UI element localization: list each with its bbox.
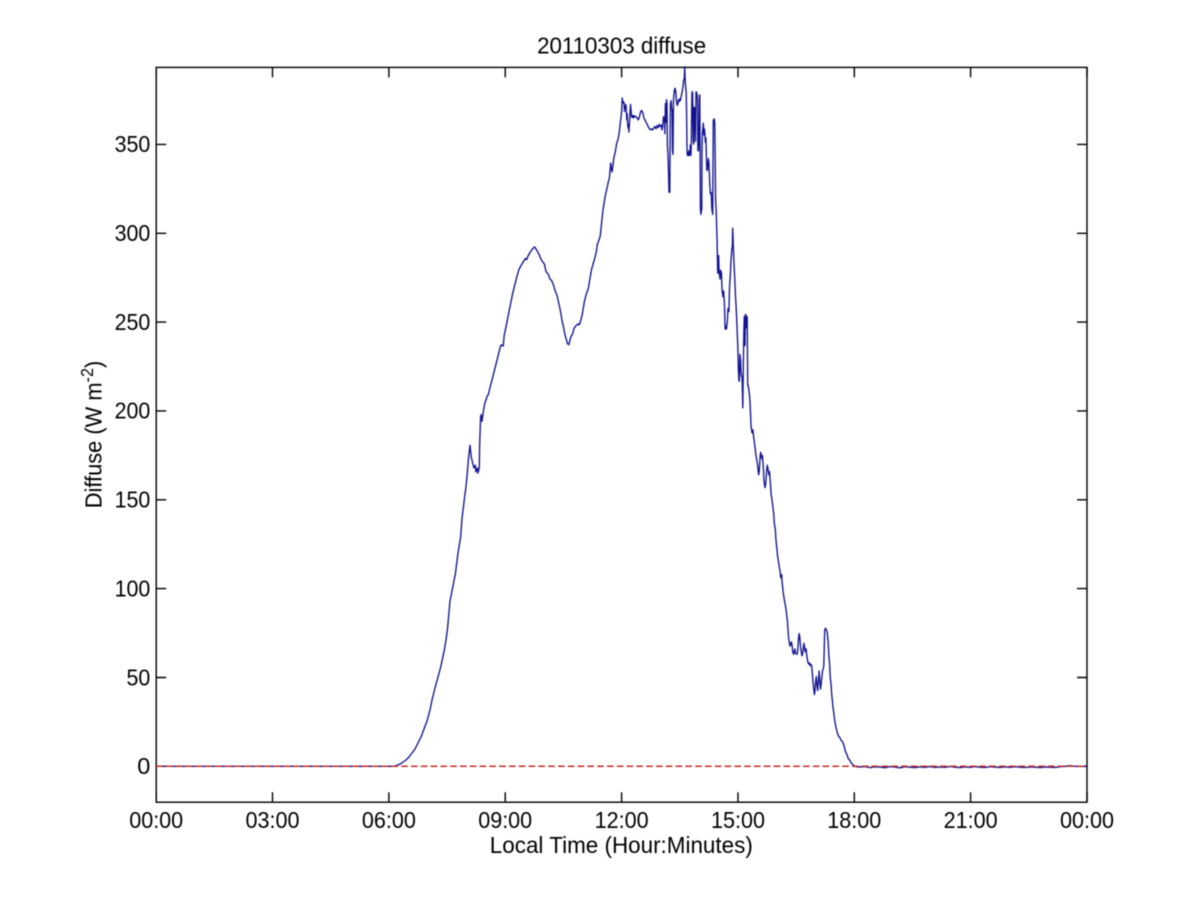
svg-text:200: 200 bbox=[115, 398, 151, 424]
svg-text:Local Time (Hour:Minutes): Local Time (Hour:Minutes) bbox=[490, 832, 753, 858]
svg-text:350: 350 bbox=[115, 131, 151, 157]
svg-text:06:00: 06:00 bbox=[362, 807, 416, 833]
svg-text:00:00: 00:00 bbox=[1060, 807, 1114, 833]
svg-text:00:00: 00:00 bbox=[129, 807, 183, 833]
svg-text:Diffuse (W m-2): Diffuse (W m-2) bbox=[77, 361, 106, 509]
svg-text:18:00: 18:00 bbox=[827, 807, 881, 833]
svg-text:300: 300 bbox=[115, 220, 151, 246]
svg-text:21:00: 21:00 bbox=[944, 807, 998, 833]
svg-text:20110303 diffuse: 20110303 diffuse bbox=[537, 32, 706, 58]
svg-text:09:00: 09:00 bbox=[478, 807, 532, 833]
svg-text:100: 100 bbox=[115, 575, 151, 601]
svg-text:03:00: 03:00 bbox=[246, 807, 300, 833]
svg-text:0: 0 bbox=[137, 753, 150, 779]
svg-text:150: 150 bbox=[115, 487, 151, 513]
svg-text:15:00: 15:00 bbox=[711, 807, 765, 833]
svg-text:12:00: 12:00 bbox=[595, 807, 649, 833]
svg-text:50: 50 bbox=[127, 664, 151, 690]
svg-text:250: 250 bbox=[115, 309, 151, 335]
